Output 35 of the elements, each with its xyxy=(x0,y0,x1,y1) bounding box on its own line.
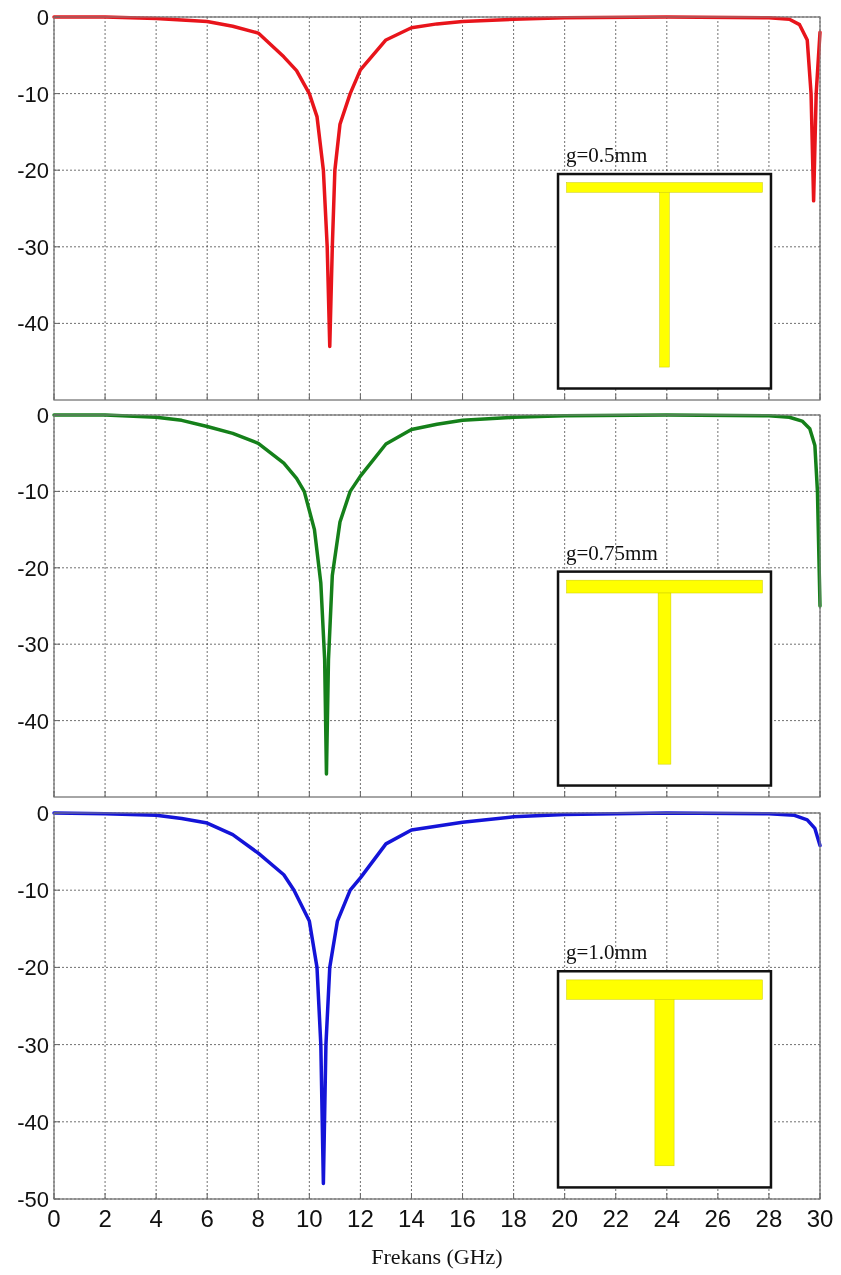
y-tick-label: -40 xyxy=(17,708,49,734)
y-tick-label: -40 xyxy=(17,1109,49,1135)
x-tick-label: 28 xyxy=(755,1205,783,1232)
x-tick-label: 18 xyxy=(500,1205,527,1232)
x-tick-label: 16 xyxy=(449,1205,476,1232)
annotation: g=0.5mm xyxy=(566,143,648,168)
x-tick-label: 24 xyxy=(653,1205,681,1232)
x-tick-label: 14 xyxy=(398,1205,425,1232)
y-tick-label: 0 xyxy=(36,5,49,30)
x-tick-label: 6 xyxy=(200,1205,214,1232)
x-tick-label: 2 xyxy=(98,1205,112,1232)
y-tick-label: -30 xyxy=(17,1032,49,1058)
x-tick-label: 8 xyxy=(251,1205,265,1232)
x-tick-label: 22 xyxy=(602,1205,630,1232)
x-tick-label: 30 xyxy=(806,1205,834,1232)
x-tick-label: 4 xyxy=(149,1205,163,1232)
y-tick-label: -40 xyxy=(17,311,49,337)
y-tick-label: -50 xyxy=(17,1187,49,1212)
x-tick-label: 12 xyxy=(347,1205,374,1232)
y-tick-label: -30 xyxy=(17,632,49,658)
y-tick-label: -20 xyxy=(17,955,49,981)
y-tick-label: -10 xyxy=(17,878,49,904)
x-axis-title: Frekans (GHz) xyxy=(371,1244,503,1269)
y-tick-label: -10 xyxy=(17,81,49,107)
y-tick-label: 0 xyxy=(36,403,49,428)
annotation: g=1.0mm xyxy=(566,940,648,965)
y-tick-label: -10 xyxy=(17,479,49,505)
y-tick-label: 0 xyxy=(36,801,49,826)
y-tick-label: -20 xyxy=(17,158,49,184)
x-tick-label: 20 xyxy=(551,1205,579,1232)
x-tick-label: 26 xyxy=(704,1205,732,1232)
annotation: g=0.75mm xyxy=(566,540,658,565)
y-tick-label: -30 xyxy=(17,234,49,260)
x-tick-label: 10 xyxy=(295,1205,323,1232)
y-tick-label: -20 xyxy=(17,555,49,581)
